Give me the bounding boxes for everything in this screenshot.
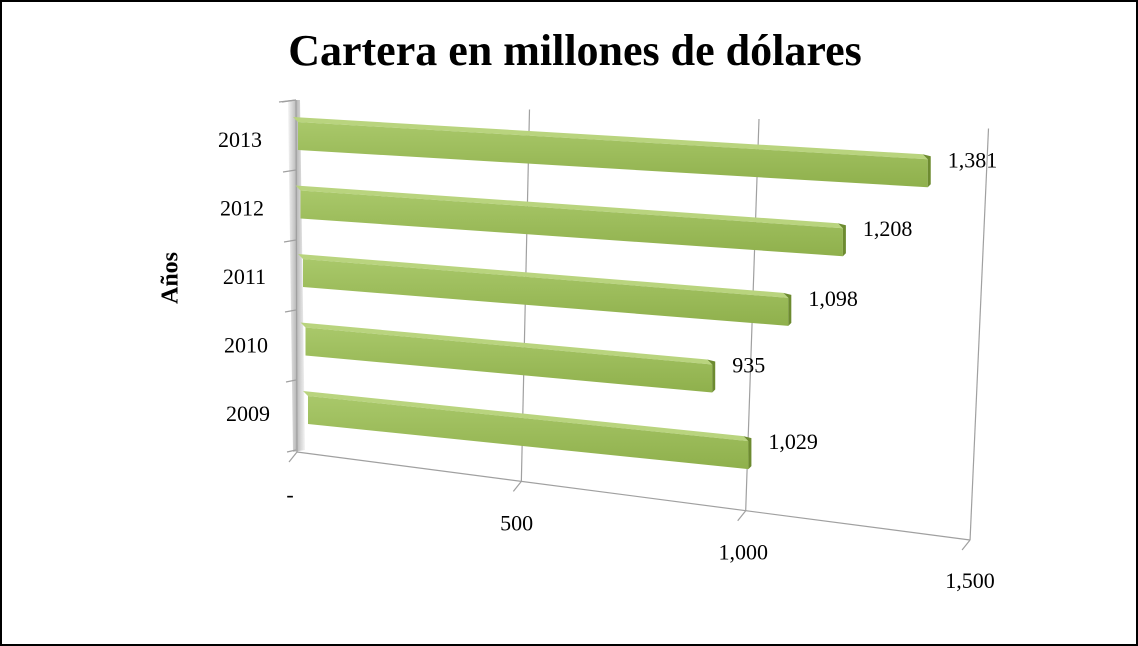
y-tick-mark: [281, 99, 297, 103]
x-tick-label: 1,500: [945, 568, 995, 593]
x-tick-label: 500: [500, 511, 533, 536]
chart-title: Cartera en millones de dólares: [288, 26, 862, 75]
x-tick-label: 1,000: [719, 539, 769, 564]
y-tick-label: 2012: [220, 196, 264, 221]
bar: [305, 327, 713, 393]
y-tick-label: 2011: [223, 264, 266, 289]
bar-top: [298, 254, 789, 298]
value-label: 935: [732, 353, 765, 378]
bar-top: [303, 391, 749, 442]
bar-end: [837, 223, 846, 257]
bar-end: [707, 359, 716, 393]
y-tick-label: 2010: [224, 333, 268, 358]
value-label: 1,208: [863, 216, 913, 241]
x-tick-label: -: [286, 482, 293, 507]
axis-line: [295, 99, 298, 453]
axis-line: [296, 451, 971, 541]
bar-top: [295, 185, 843, 229]
y-tick-mark: [286, 449, 297, 453]
x-tick-mark: [961, 539, 971, 551]
y-tick-mark: [283, 239, 297, 243]
y-tick-mark: [285, 379, 297, 383]
bar: [300, 190, 843, 257]
x-tick-mark: [512, 480, 522, 492]
grid-line: [969, 128, 990, 541]
y-tick-label: 2009: [226, 401, 270, 426]
bar: [303, 259, 789, 326]
bar: [298, 122, 928, 188]
x-tick-mark: [288, 451, 298, 463]
value-label: 1,381: [948, 147, 998, 172]
y-tick-mark: [282, 169, 297, 173]
bar-top: [300, 322, 713, 365]
x-tick-mark: [737, 510, 747, 522]
bar-end: [922, 154, 931, 188]
value-label: 1,029: [768, 429, 818, 454]
bar-end: [743, 436, 752, 470]
bar-top: [293, 117, 928, 160]
bar: [308, 396, 749, 470]
y-tick-mark: [284, 309, 297, 313]
value-label: 1,098: [808, 286, 858, 311]
y-tick-label: 2013: [218, 127, 262, 152]
y-axis-title: Años: [158, 252, 184, 304]
bar-end: [783, 292, 792, 326]
